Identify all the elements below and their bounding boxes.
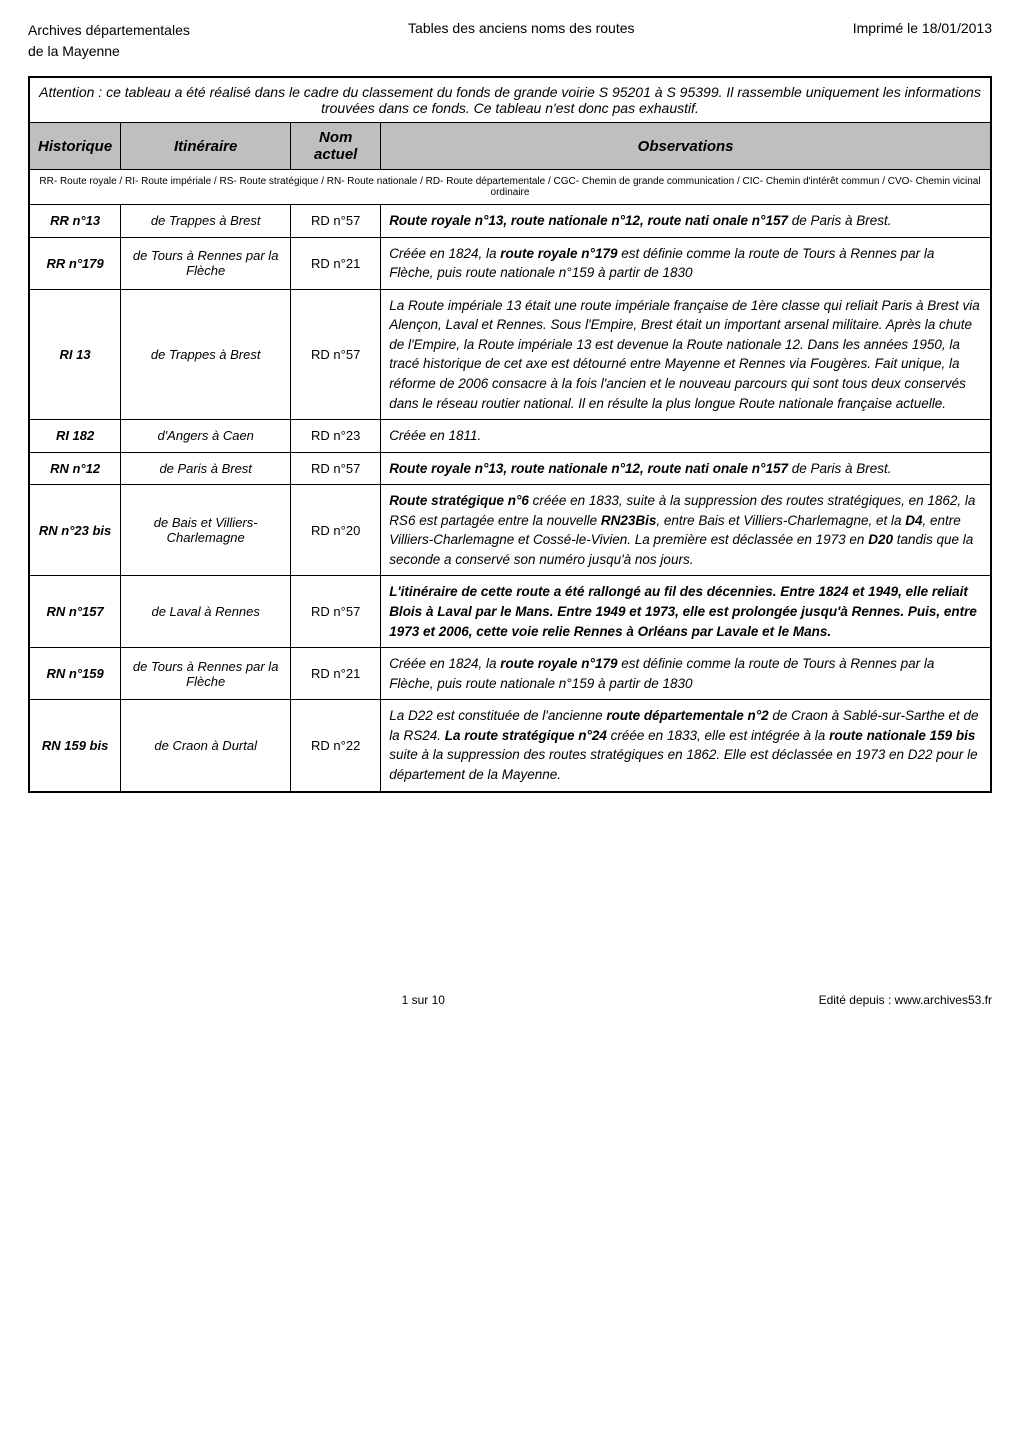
table-row: RR n°179de Tours à Rennes par la FlècheR… <box>29 237 991 289</box>
routes-table: Attention : ce tableau a été réalisé dan… <box>28 76 992 793</box>
page-footer: 1 sur 10 Edité depuis : www.archives53.f… <box>28 993 992 1007</box>
cell-itineraire: de Tours à Rennes par la Flèche <box>121 237 291 289</box>
notice-text: Attention : ce tableau a été réalisé dan… <box>29 77 991 123</box>
cell-historique: RR n°13 <box>29 205 121 238</box>
cell-nom-actuel: RD n°57 <box>291 205 381 238</box>
org-name-line2: de la Mayenne <box>28 41 190 62</box>
cell-historique: RR n°179 <box>29 237 121 289</box>
cell-observations: La Route impériale 13 était une route im… <box>381 289 991 419</box>
legend-text: RR- Route royale / RI- Route impériale /… <box>29 170 991 205</box>
cell-historique: RN n°157 <box>29 576 121 648</box>
table-row: RN n°157de Laval à RennesRD n°57L'itinér… <box>29 576 991 648</box>
footer-source: Edité depuis : www.archives53.fr <box>819 993 992 1007</box>
table-row: RN n°159de Tours à Rennes par la FlècheR… <box>29 648 991 700</box>
cell-observations: Route royale n°13, route nationale n°12,… <box>381 452 991 485</box>
table-row: RN n°23 bisde Bais et Villiers-Charlemag… <box>29 485 991 576</box>
notice-row: Attention : ce tableau a été réalisé dan… <box>29 77 991 123</box>
org-name-line1: Archives départementales <box>28 20 190 41</box>
cell-historique: RN n°12 <box>29 452 121 485</box>
cell-nom-actuel: RD n°22 <box>291 700 381 792</box>
table-row: RI 13de Trappes à BrestRD n°57La Route i… <box>29 289 991 419</box>
col-observations: Observations <box>381 123 991 170</box>
table-row: RI 182d'Angers à CaenRD n°23Créée en 181… <box>29 420 991 453</box>
footer-page-number: 1 sur 10 <box>402 993 445 1007</box>
cell-observations: Créée en 1824, la route royale n°179 est… <box>381 648 991 700</box>
column-headers: Historique Itinéraire Nom actuel Observa… <box>29 123 991 170</box>
cell-observations: Créée en 1824, la route royale n°179 est… <box>381 237 991 289</box>
cell-historique: RN 159 bis <box>29 700 121 792</box>
cell-historique: RN n°159 <box>29 648 121 700</box>
cell-itineraire: de Craon à Durtal <box>121 700 291 792</box>
cell-nom-actuel: RD n°57 <box>291 452 381 485</box>
col-nom-actuel: Nom actuel <box>291 123 381 170</box>
cell-itineraire: de Trappes à Brest <box>121 289 291 419</box>
cell-observations: Route royale n°13, route nationale n°12,… <box>381 205 991 238</box>
cell-observations: La D22 est constituée de l'ancienne rout… <box>381 700 991 792</box>
cell-nom-actuel: RD n°21 <box>291 648 381 700</box>
header-left: Archives départementales de la Mayenne <box>28 20 190 62</box>
cell-observations: L'itinéraire de cette route a été rallon… <box>381 576 991 648</box>
cell-itineraire: de Paris à Brest <box>121 452 291 485</box>
col-historique: Historique <box>29 123 121 170</box>
cell-itineraire: de Trappes à Brest <box>121 205 291 238</box>
cell-observations: Créée en 1811. <box>381 420 991 453</box>
table-row: RN 159 bisde Craon à DurtalRD n°22La D22… <box>29 700 991 792</box>
cell-nom-actuel: RD n°21 <box>291 237 381 289</box>
cell-nom-actuel: RD n°57 <box>291 576 381 648</box>
table-row: RN n°12de Paris à BrestRD n°57Route roya… <box>29 452 991 485</box>
cell-nom-actuel: RD n°23 <box>291 420 381 453</box>
legend-row: RR- Route royale / RI- Route impériale /… <box>29 170 991 205</box>
page-header: Archives départementales de la Mayenne T… <box>28 20 992 62</box>
header-title: Tables des anciens noms des routes <box>190 20 853 36</box>
cell-nom-actuel: RD n°57 <box>291 289 381 419</box>
table-row: RR n°13de Trappes à BrestRD n°57Route ro… <box>29 205 991 238</box>
cell-itineraire: d'Angers à Caen <box>121 420 291 453</box>
col-itineraire: Itinéraire <box>121 123 291 170</box>
cell-itineraire: de Bais et Villiers-Charlemagne <box>121 485 291 576</box>
cell-nom-actuel: RD n°20 <box>291 485 381 576</box>
cell-historique: RI 13 <box>29 289 121 419</box>
cell-historique: RN n°23 bis <box>29 485 121 576</box>
cell-itineraire: de Laval à Rennes <box>121 576 291 648</box>
header-print-date: Imprimé le 18/01/2013 <box>853 20 992 36</box>
cell-itineraire: de Tours à Rennes par la Flèche <box>121 648 291 700</box>
cell-observations: Route stratégique n°6 créée en 1833, sui… <box>381 485 991 576</box>
cell-historique: RI 182 <box>29 420 121 453</box>
